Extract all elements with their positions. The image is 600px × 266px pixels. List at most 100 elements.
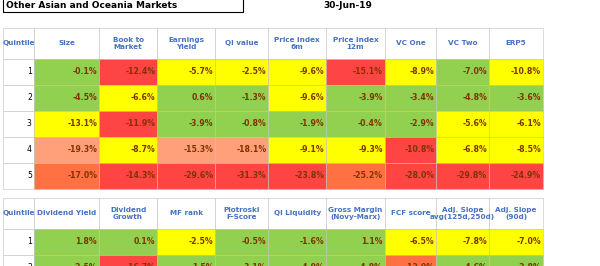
Text: -11.9%: -11.9% [125, 119, 155, 128]
Bar [157, 255, 215, 266]
Bar [99, 137, 157, 163]
Bar [385, 28, 436, 59]
Bar [489, 28, 543, 59]
Text: -8.7%: -8.7% [131, 145, 155, 154]
Text: -0.4%: -0.4% [358, 119, 383, 128]
Text: -2.9%: -2.9% [410, 119, 434, 128]
Bar [99, 255, 157, 266]
Text: -9.6%: -9.6% [300, 93, 325, 102]
Text: QI Liquidity: QI Liquidity [274, 210, 321, 217]
Text: FCF score: FCF score [391, 210, 430, 217]
Text: Adj. Slope
(90d): Adj. Slope (90d) [496, 207, 536, 220]
Bar [34, 85, 99, 111]
Text: -0.5%: -0.5% [242, 237, 266, 246]
Bar [34, 255, 99, 266]
Bar [436, 111, 489, 137]
Text: -2.5%: -2.5% [189, 237, 214, 246]
Text: Quintile: Quintile [2, 40, 35, 46]
Text: -4.8%: -4.8% [463, 93, 487, 102]
Bar [157, 85, 215, 111]
Text: -1.3%: -1.3% [242, 93, 266, 102]
Text: 1: 1 [27, 237, 32, 246]
Bar [34, 163, 99, 189]
Text: -3.4%: -3.4% [410, 93, 434, 102]
Bar [436, 163, 489, 189]
Text: 1.1%: 1.1% [361, 237, 383, 246]
Bar [268, 85, 326, 111]
Bar [436, 28, 489, 59]
Bar [215, 137, 268, 163]
Bar [34, 28, 99, 59]
Bar [157, 163, 215, 189]
Bar [215, 59, 268, 85]
Bar [326, 229, 385, 255]
Text: -2.5%: -2.5% [73, 263, 97, 266]
Text: -28.0%: -28.0% [404, 171, 434, 180]
Text: 30-Jun-19: 30-Jun-19 [323, 1, 373, 10]
Text: 2: 2 [27, 263, 32, 266]
Bar [3, 59, 34, 85]
Bar [326, 255, 385, 266]
Bar [34, 137, 99, 163]
Bar [326, 85, 385, 111]
Text: Price Index
6m: Price Index 6m [274, 37, 320, 50]
Text: -6.8%: -6.8% [463, 145, 487, 154]
Text: 5: 5 [27, 171, 32, 180]
Bar [34, 229, 99, 255]
Bar [268, 198, 326, 229]
Bar [157, 28, 215, 59]
Bar [215, 28, 268, 59]
Text: -2.8%: -2.8% [517, 263, 541, 266]
Bar [3, 85, 34, 111]
Text: -17.0%: -17.0% [67, 171, 97, 180]
Text: -5.7%: -5.7% [189, 67, 214, 76]
Bar [157, 137, 215, 163]
Bar [268, 59, 326, 85]
Text: -18.1%: -18.1% [236, 145, 266, 154]
Bar [489, 198, 543, 229]
Bar [34, 59, 99, 85]
Text: 1.8%: 1.8% [76, 237, 97, 246]
Text: -3.6%: -3.6% [517, 93, 541, 102]
Text: -8.9%: -8.9% [410, 67, 434, 76]
Bar [157, 111, 215, 137]
Bar [3, 255, 34, 266]
Bar [385, 163, 436, 189]
Text: 1.5%: 1.5% [192, 263, 214, 266]
Text: -25.2%: -25.2% [353, 171, 383, 180]
Text: -10.8%: -10.8% [511, 67, 541, 76]
Text: -1.6%: -1.6% [300, 237, 325, 246]
Bar [385, 111, 436, 137]
Text: -10.8%: -10.8% [404, 145, 434, 154]
Bar [385, 229, 436, 255]
Text: Gross Margin
(Novy-Marx): Gross Margin (Novy-Marx) [328, 207, 383, 220]
Bar [326, 163, 385, 189]
Bar [268, 255, 326, 266]
Bar [326, 28, 385, 59]
Bar [34, 198, 99, 229]
Text: VC One: VC One [395, 40, 425, 46]
Bar [99, 163, 157, 189]
Text: -7.0%: -7.0% [517, 237, 541, 246]
Text: -15.1%: -15.1% [353, 67, 383, 76]
Text: 3: 3 [27, 119, 32, 128]
Text: -16.7%: -16.7% [125, 263, 155, 266]
Text: -6.6%: -6.6% [131, 93, 155, 102]
Text: -31.3%: -31.3% [236, 171, 266, 180]
Bar [3, 28, 34, 59]
Text: QI value: QI value [225, 40, 259, 46]
Bar [436, 255, 489, 266]
Text: -9.1%: -9.1% [300, 145, 325, 154]
Text: 0.6%: 0.6% [192, 93, 214, 102]
Text: 1: 1 [27, 67, 32, 76]
Bar [385, 137, 436, 163]
Text: 4: 4 [27, 145, 32, 154]
Text: -15.3%: -15.3% [184, 145, 214, 154]
Bar [99, 28, 157, 59]
Text: Book to
Market: Book to Market [113, 37, 143, 50]
Bar [99, 111, 157, 137]
Bar [3, 137, 34, 163]
Bar [385, 198, 436, 229]
Text: Adj. Slope
avg(125d,250d): Adj. Slope avg(125d,250d) [430, 207, 495, 220]
Bar [99, 59, 157, 85]
